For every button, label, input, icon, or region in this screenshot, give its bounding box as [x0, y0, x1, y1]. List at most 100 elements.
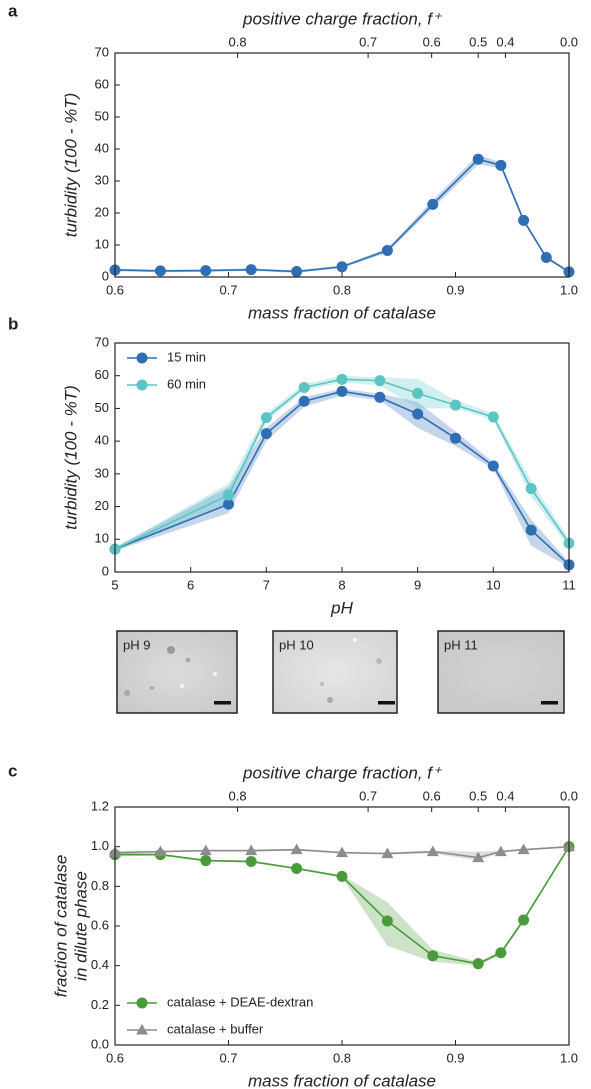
panel-letter: b: [8, 314, 18, 333]
micrograph-label: pH 10: [279, 637, 314, 652]
droplet: [180, 684, 184, 688]
x-tick-label: 5: [111, 577, 118, 592]
marker: [374, 375, 386, 387]
y-tick-label: 1.0: [91, 838, 109, 853]
error-band: [115, 154, 569, 273]
x2-axis-label: positive charge fraction, f⁺: [242, 763, 443, 782]
x2-tick-label: 0.6: [423, 788, 441, 803]
marker: [381, 915, 393, 927]
x-tick-label: 10: [486, 577, 500, 592]
x2-tick-label: 0.7: [359, 34, 377, 49]
marker: [200, 265, 212, 277]
micrograph-label: pH 11: [444, 637, 478, 652]
y-tick-label: 20: [95, 204, 109, 219]
x-tick-label: 9: [414, 577, 421, 592]
y-tick-label: 20: [95, 498, 109, 513]
micrograph-image: [116, 630, 238, 714]
marker: [381, 847, 394, 859]
marker: [426, 845, 439, 857]
x-tick-label: 0.8: [333, 1050, 351, 1065]
marker: [427, 198, 439, 210]
legend-label: catalase + buffer: [167, 1021, 264, 1036]
legend-marker: [136, 997, 148, 1009]
x-tick-label: 0.7: [219, 1050, 237, 1065]
marker: [495, 159, 507, 171]
marker: [525, 524, 537, 536]
x2-tick-label: 0.7: [359, 788, 377, 803]
y-axis-label: in dilute phase: [71, 871, 90, 981]
droplet: [353, 638, 357, 642]
marker: [290, 843, 303, 855]
x2-tick-label: 0.4: [496, 788, 514, 803]
y-tick-label: 40: [95, 433, 109, 448]
droplet: [213, 672, 217, 676]
marker: [472, 958, 484, 970]
marker: [199, 844, 212, 856]
marker: [245, 856, 257, 868]
marker: [245, 264, 257, 276]
micrograph-image: [272, 630, 398, 714]
marker: [494, 845, 507, 857]
y-tick-label: 10: [95, 236, 109, 251]
marker: [495, 947, 507, 959]
y-tick-label: 0.6: [91, 917, 109, 932]
marker: [298, 381, 310, 393]
marker: [472, 153, 484, 165]
legend-label: catalase + DEAE-dextran: [167, 994, 313, 1009]
x-tick-label: 0.8: [333, 282, 351, 297]
micrograph: pH 9: [116, 630, 238, 714]
marker: [291, 862, 303, 874]
y-tick-label: 60: [95, 76, 109, 91]
marker: [450, 399, 461, 411]
marker: [336, 373, 348, 385]
marker: [260, 412, 272, 424]
marker: [336, 385, 348, 397]
series-line: [115, 846, 570, 965]
x2-tick-label: 0.5: [469, 34, 487, 49]
marker: [336, 870, 348, 882]
y-tick-label: 0: [102, 268, 109, 283]
x2-tick-label: 0.8: [229, 788, 247, 803]
y-tick-label: 0: [102, 563, 109, 578]
marker: [517, 843, 530, 855]
y-tick-label: 0.2: [91, 997, 109, 1012]
droplet: [376, 658, 382, 664]
marker: [154, 265, 166, 277]
series-line: [114, 158, 570, 273]
x2-tick-label: 0.5: [469, 788, 487, 803]
y-axis-label: fraction of catalase: [51, 855, 70, 998]
micrograph-image: [437, 630, 565, 714]
marker: [381, 244, 393, 256]
y-tick-label: 0.4: [91, 957, 109, 972]
legend-marker: [136, 352, 148, 364]
marker: [374, 391, 386, 403]
y-tick-label: 1.2: [91, 798, 109, 813]
x2-tick-label: 0.0: [560, 34, 578, 49]
marker: [260, 428, 272, 440]
marker: [336, 261, 348, 273]
y-tick-label: 70: [95, 44, 109, 59]
x2-axis-label: positive charge fraction, f⁺: [242, 9, 443, 28]
marker: [518, 214, 530, 226]
scale-bar: [214, 701, 231, 705]
y-axis-label: turbidity (100 - %T): [61, 93, 80, 238]
micrograph: pH 11: [437, 630, 565, 714]
x-axis-label: mass fraction of catalase: [248, 1071, 436, 1089]
y-tick-label: 60: [95, 367, 109, 382]
micrograph-label: pH 9: [123, 637, 150, 652]
marker: [412, 408, 424, 420]
marker: [487, 460, 499, 472]
legend-label: 15 min: [167, 349, 206, 364]
x2-tick-label: 0.6: [423, 34, 441, 49]
legend-label: 60 min: [167, 376, 206, 391]
x-tick-label: 0.6: [106, 282, 124, 297]
x-tick-label: 8: [338, 577, 345, 592]
x-axis-label: mass fraction of catalase: [248, 303, 436, 322]
y-tick-label: 50: [95, 400, 109, 415]
series-line: [114, 845, 570, 859]
marker: [450, 432, 461, 444]
x-tick-label: 6: [187, 577, 194, 592]
x2-tick-label: 0.8: [229, 34, 247, 49]
marker: [223, 498, 234, 510]
